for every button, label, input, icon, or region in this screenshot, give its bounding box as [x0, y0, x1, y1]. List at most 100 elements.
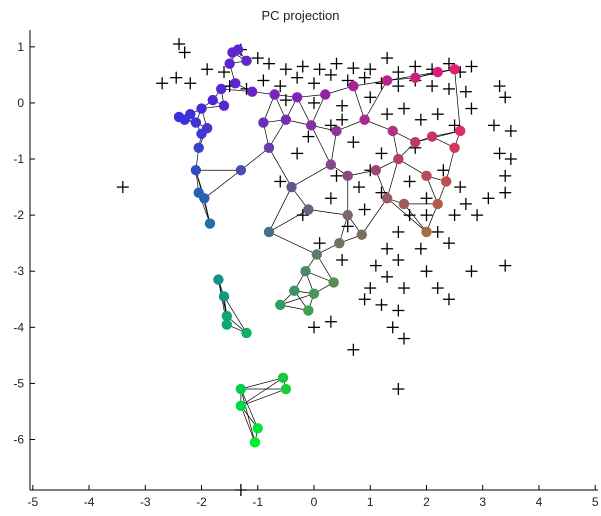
node-marker [224, 58, 235, 69]
node-marker [387, 125, 398, 137]
plus-marker [392, 225, 405, 238]
points-layer [116, 38, 517, 496]
plus-marker [499, 91, 512, 104]
mesh-edge [364, 80, 388, 120]
plus-marker [274, 175, 287, 188]
plus-marker [454, 181, 467, 194]
mesh-edge [268, 186, 292, 233]
plus-marker [347, 136, 360, 149]
x-tick-label: 3 [479, 495, 486, 509]
node-marker [359, 114, 370, 125]
plus-marker [347, 62, 360, 75]
mesh-edge [280, 293, 315, 306]
node-marker [235, 165, 247, 176]
y-tick-label: -5 [13, 376, 24, 390]
axes-layer: -5 -4 -3 -2 -1 0 1 2 3 4 5 1 0 -1 -2 -3 -4 -5 -6 [13, 30, 599, 509]
plus-marker [313, 237, 326, 250]
plus-marker [381, 52, 394, 65]
plus-marker [381, 270, 394, 283]
plus-marker [156, 77, 169, 90]
plus-marker [358, 203, 371, 216]
plus-marker [358, 71, 371, 84]
plus-marker [184, 77, 197, 90]
plus-marker [414, 242, 427, 255]
plus-marker [324, 119, 337, 132]
node-marker [303, 204, 314, 215]
mesh-edge [386, 158, 399, 199]
node-marker [393, 153, 404, 165]
plus-marker [465, 60, 478, 73]
node-marker [455, 125, 466, 137]
node-marker [342, 209, 353, 221]
plus-marker [420, 209, 433, 222]
plus-marker [364, 63, 377, 76]
plus-marker [291, 147, 304, 160]
mesh-edge [240, 147, 270, 171]
mesh-edge [240, 377, 284, 407]
plus-marker [420, 192, 433, 205]
plus-marker [414, 113, 427, 126]
plus-marker [313, 63, 326, 76]
plus-marker [352, 181, 365, 194]
node-marker [440, 176, 452, 187]
y-tick-label: -1 [13, 152, 24, 166]
mesh-edge [310, 125, 332, 165]
plus-marker [381, 108, 394, 121]
plus-marker [499, 259, 512, 272]
plus-marker [442, 57, 455, 70]
node-marker [275, 299, 286, 311]
node-marker [235, 400, 247, 412]
plus-marker [403, 209, 416, 222]
x-tick-label: -3 [140, 495, 151, 509]
mesh-edge [268, 209, 309, 233]
plus-marker [442, 82, 455, 95]
mesh-edge [268, 119, 287, 148]
plus-marker [336, 254, 349, 266]
node-marker [218, 291, 230, 302]
plus-marker [465, 102, 478, 115]
node-marker [199, 193, 210, 204]
y-tick-label: 1 [17, 40, 24, 54]
plus-marker [324, 68, 337, 81]
mesh-edge [240, 388, 259, 429]
node-marker [221, 310, 233, 322]
chart-title: PC projection [261, 8, 340, 23]
plus-marker [392, 80, 405, 93]
mesh-edge [240, 405, 256, 443]
node-marker [241, 327, 252, 339]
plus-marker [499, 186, 512, 199]
node-marker [218, 100, 230, 111]
node-marker [227, 47, 238, 58]
plus-marker [392, 304, 405, 317]
node-marker [370, 165, 382, 176]
node-marker [252, 423, 263, 434]
node-marker [280, 114, 292, 125]
plus-marker [392, 254, 405, 266]
plus-marker [397, 282, 410, 295]
plus-marker [341, 220, 354, 233]
plus-marker [364, 91, 377, 104]
x-tick-label: -5 [27, 495, 38, 509]
plus-marker [386, 321, 399, 334]
node-marker [289, 285, 300, 297]
plus-marker [274, 80, 287, 93]
plus-marker [482, 192, 495, 205]
mesh-edge [445, 147, 455, 182]
plus-marker [296, 60, 309, 73]
node-marker [348, 80, 359, 92]
plus-marker [504, 124, 517, 137]
plus-marker [201, 63, 214, 76]
plus-marker [302, 130, 315, 143]
node-marker [331, 125, 342, 137]
mesh-edge [268, 147, 292, 188]
node-marker [190, 165, 202, 176]
node-marker [410, 136, 421, 148]
node-marker [291, 92, 303, 103]
plus-marker [341, 74, 354, 87]
x-tick-label: 4 [536, 495, 543, 509]
node-marker [421, 226, 432, 238]
node-marker [246, 86, 258, 97]
mesh-edge [316, 254, 334, 283]
plus-marker [324, 192, 337, 205]
plus-marker [392, 383, 405, 396]
